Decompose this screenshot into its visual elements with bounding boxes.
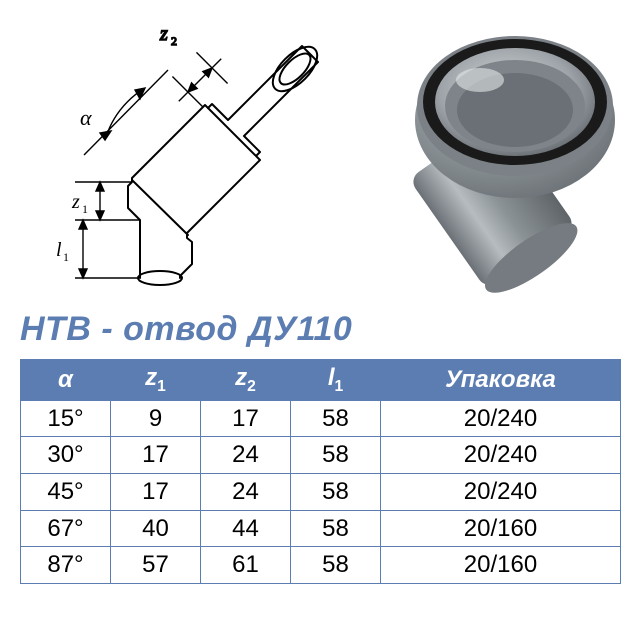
table-cell: 9 [111, 400, 201, 437]
table-cell: 20/160 [381, 547, 621, 584]
table-cell: 44 [201, 510, 291, 547]
product-sheet: α z 1 [0, 0, 640, 640]
table-row: 87°57615820/160 [21, 547, 621, 584]
table-cell: 20/240 [381, 400, 621, 437]
table-cell: 61 [201, 547, 291, 584]
table-cell: 57 [111, 547, 201, 584]
table-cell: 87° [21, 547, 111, 584]
svg-text:z: z [71, 191, 80, 213]
table-cell: 20/240 [381, 473, 621, 510]
table-cell: 30° [21, 437, 111, 474]
top-images: α z 1 [20, 10, 620, 300]
table-row: 45°17245820/240 [21, 473, 621, 510]
table-cell: 20/160 [381, 510, 621, 547]
table-cell: 58 [291, 510, 381, 547]
table-row: 15°9175820/240 [21, 400, 621, 437]
table-cell: 40 [111, 510, 201, 547]
product-photo [340, 10, 620, 300]
table-cell: 17 [111, 437, 201, 474]
svg-text:1: 1 [82, 202, 88, 216]
table-cell: 15° [21, 400, 111, 437]
table-cell: 45° [21, 473, 111, 510]
table-row: 30°17245820/240 [21, 437, 621, 474]
technical-diagram: α z 1 [20, 10, 320, 300]
svg-text:1: 1 [63, 250, 69, 264]
col-header: Упаковка [381, 360, 621, 401]
table-cell: 58 [291, 437, 381, 474]
table-cell: 24 [201, 437, 291, 474]
spec-header-row: αz1z2l1Упаковка [21, 360, 621, 401]
table-cell: 24 [201, 473, 291, 510]
table-cell: 20/240 [381, 437, 621, 474]
table-cell: 58 [291, 473, 381, 510]
col-header: z1 [111, 360, 201, 401]
spec-table: αz1z2l1Упаковка 15°9175820/24030°1724582… [20, 359, 621, 584]
svg-text:α: α [80, 105, 92, 130]
table-cell: 17 [201, 400, 291, 437]
product-title: НТВ - отвод ДУ110 [20, 310, 620, 349]
svg-text:2: 2 [171, 34, 177, 48]
table-cell: 17 [111, 473, 201, 510]
table-cell: 58 [291, 547, 381, 584]
table-cell: 58 [291, 400, 381, 437]
col-header: α [21, 360, 111, 401]
spec-body: 15°9175820/24030°17245820/24045°17245820… [21, 400, 621, 583]
table-cell: 67° [21, 510, 111, 547]
svg-text:z: z [159, 23, 168, 45]
col-header: l1 [291, 360, 381, 401]
table-row: 67°40445820/160 [21, 510, 621, 547]
col-header: z2 [201, 360, 291, 401]
svg-text:l: l [56, 239, 62, 261]
